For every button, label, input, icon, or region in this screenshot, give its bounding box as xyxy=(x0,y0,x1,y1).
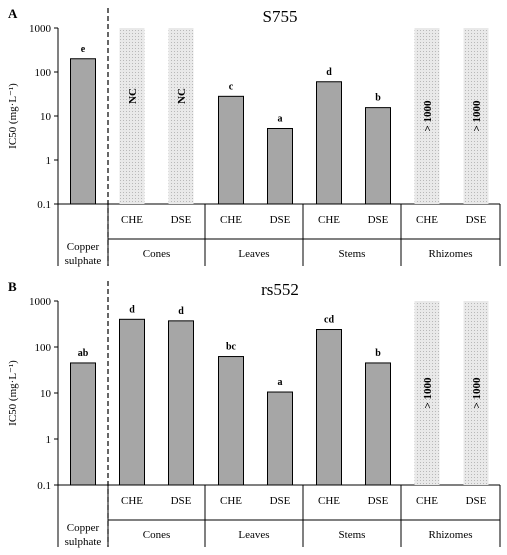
y-tick-label: 1000 xyxy=(29,23,52,35)
y-tick-label: 1 xyxy=(46,155,52,167)
x-group-label: Leaves xyxy=(238,529,269,541)
panel-label: B xyxy=(8,279,17,294)
significance-letter: ab xyxy=(78,348,89,359)
x-group-label: Rhizomes xyxy=(429,248,473,260)
x-category-label: DSE xyxy=(368,214,389,226)
x-category-label: CHE xyxy=(220,495,242,507)
bar xyxy=(316,329,342,486)
bar xyxy=(218,95,244,205)
x-category-label: DSE xyxy=(270,495,291,507)
bar xyxy=(267,127,293,205)
bar xyxy=(365,362,391,486)
bar-not-calculated xyxy=(463,301,489,485)
bar-not-calculated xyxy=(119,28,145,204)
x-group-label: Stems xyxy=(339,529,366,541)
significance-letter: bc xyxy=(226,342,237,353)
x-category-label: CHE xyxy=(318,495,340,507)
significance-letter: a xyxy=(278,113,283,124)
significance-letter: a xyxy=(278,377,283,388)
bar-annotation: > 1000 xyxy=(422,100,434,132)
x-category-label: CHE xyxy=(318,214,340,226)
x-category-label: DSE xyxy=(466,214,487,226)
bar xyxy=(70,58,96,205)
bar-not-calculated xyxy=(414,301,440,485)
x-group-label: sulphate xyxy=(65,536,102,548)
x-category-label: CHE xyxy=(220,214,242,226)
panel-label: A xyxy=(8,6,18,21)
x-group-label: Leaves xyxy=(238,248,269,260)
y-tick-label: 1 xyxy=(46,434,52,446)
bar-not-calculated xyxy=(463,28,489,204)
significance-letter: cd xyxy=(324,315,334,326)
bar-not-calculated xyxy=(168,28,194,204)
x-category-label: CHE xyxy=(121,214,143,226)
chart-title: rs552 xyxy=(261,280,299,299)
bar xyxy=(168,320,194,486)
significance-letter: b xyxy=(375,93,381,104)
x-category-label: CHE xyxy=(121,495,143,507)
y-tick-label: 0.1 xyxy=(37,480,51,492)
y-tick-label: 100 xyxy=(35,342,52,354)
significance-letter: d xyxy=(326,67,332,78)
x-category-label: CHE xyxy=(416,214,438,226)
x-category-label: DSE xyxy=(171,495,192,507)
x-group-label: Copper xyxy=(67,522,100,534)
y-tick-label: 0.1 xyxy=(37,199,51,211)
bar-annotation: > 1000 xyxy=(422,377,434,409)
x-category-label: DSE xyxy=(466,495,487,507)
y-tick-label: 1000 xyxy=(29,296,52,308)
significance-letter: e xyxy=(81,44,86,55)
x-category-label: DSE xyxy=(270,214,291,226)
bar xyxy=(218,356,244,486)
y-tick-label: 10 xyxy=(40,111,52,123)
significance-letter: d xyxy=(178,306,184,317)
bar xyxy=(70,362,96,486)
bar-not-calculated xyxy=(414,28,440,204)
significance-letter: b xyxy=(375,348,381,359)
bar xyxy=(119,318,145,486)
x-category-label: DSE xyxy=(368,495,389,507)
significance-letter: c xyxy=(229,81,234,92)
bar xyxy=(316,81,342,205)
significance-letter: d xyxy=(129,304,135,315)
y-axis-label: IC50 (mg·L⁻¹) xyxy=(7,360,19,426)
x-group-label: Stems xyxy=(339,248,366,260)
y-tick-label: 10 xyxy=(40,388,52,400)
x-group-label: Cones xyxy=(143,529,171,541)
bar xyxy=(267,391,293,486)
y-axis-label: IC50 (mg·L⁻¹) xyxy=(7,83,19,149)
x-group-label: Cones xyxy=(143,248,171,260)
x-group-label: Rhizomes xyxy=(429,529,473,541)
bar xyxy=(365,107,391,205)
bar-annotation: NC xyxy=(127,88,139,104)
bar-annotation: NC xyxy=(176,88,188,104)
chart-title: S755 xyxy=(263,7,298,26)
x-category-label: CHE xyxy=(416,495,438,507)
y-tick-label: 100 xyxy=(35,67,52,79)
x-category-label: DSE xyxy=(171,214,192,226)
x-group-label: sulphate xyxy=(65,255,102,267)
x-group-label: Copper xyxy=(67,241,100,253)
bar-annotation: > 1000 xyxy=(471,377,483,409)
bar-annotation: > 1000 xyxy=(471,100,483,132)
